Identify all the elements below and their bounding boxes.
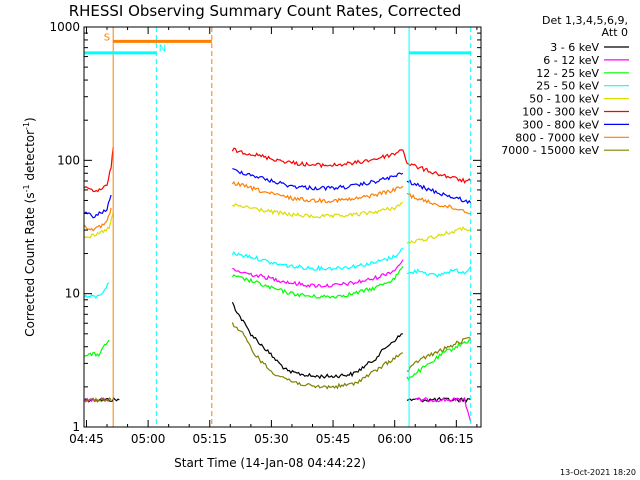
series-line-2-seg-1	[231, 266, 404, 299]
series-line-5-seg-2	[406, 162, 472, 184]
footer-timestamp: 13-Oct-2021 18:20	[560, 468, 636, 477]
series-line-4-seg-2	[406, 225, 471, 244]
x-tick-label-3: 05:30	[254, 432, 289, 446]
series-line-1-seg-2	[415, 396, 472, 422]
y-tick-label-2: 100	[57, 153, 80, 167]
series-line-4-seg-0	[83, 213, 114, 239]
legend-entry-6: 300 - 800 keV	[522, 118, 599, 131]
series-line-8-seg-2	[406, 336, 472, 372]
series-line-0-seg-2	[406, 396, 472, 403]
series-line-8-seg-1	[231, 322, 404, 390]
x-tick-label-5: 06:00	[377, 432, 412, 446]
series-line-7-seg-0	[83, 207, 112, 232]
series-line-6-seg-1	[232, 168, 404, 192]
axes: 04:45 05:00 05:15 05:30 05:45 06:00 06:15 1 10 10…	[49, 20, 482, 446]
x-axis-label: Start Time (14-Jan-08 04:44:22)	[174, 456, 366, 470]
annotation-label-1: N	[159, 44, 166, 55]
y-axis-label: Corrected Count Rate (s-1 detector-1)	[22, 117, 37, 336]
series-line-3-seg-0	[83, 282, 110, 300]
series-line-0-seg-1	[231, 301, 403, 380]
legend-entry-5: 100 - 300 keV	[522, 106, 599, 119]
series-line-8-seg-0	[83, 396, 112, 403]
x-tick-label-6: 06:15	[439, 432, 474, 446]
series-line-7-seg-2	[406, 192, 471, 215]
legend-entry-8: 7000 - 15000 keV	[501, 144, 599, 157]
legend-entry-0: 3 - 6 keV	[550, 41, 599, 54]
legend-entry-3: 25 - 50 keV	[536, 80, 599, 93]
legend-header-0: Det 1,3,4,5,6,9,	[542, 14, 628, 27]
series-line-2-seg-2	[406, 339, 471, 381]
x-tick-label-4: 05:45	[316, 432, 351, 446]
chart-title: RHESSI Observing Summary Count Rates, Co…	[69, 2, 462, 20]
series-line-3-seg-1	[231, 247, 404, 272]
series-line-7-seg-1	[231, 180, 404, 204]
series-line-6-seg-2	[406, 179, 472, 205]
plot-area: SN	[83, 27, 472, 427]
legend-entry-2: 12 - 25 keV	[536, 67, 599, 80]
x-tick-label-0: 04:45	[69, 432, 104, 446]
plot-frame	[83, 26, 482, 428]
series-line-0-seg-0	[83, 397, 120, 403]
series-line-5-seg-0	[84, 147, 114, 193]
series-line-6-seg-0	[84, 194, 112, 219]
x-tick-label-2: 05:15	[192, 432, 227, 446]
y-tick-label-1: 10	[65, 287, 80, 301]
legend-entry-7: 800 - 7000 keV	[515, 131, 599, 144]
series-line-2-seg-0	[84, 339, 110, 358]
series-line-5-seg-1	[231, 147, 408, 169]
legend-entry-1: 6 - 12 keV	[543, 54, 599, 67]
series-line-3-seg-2	[406, 266, 472, 278]
y-tick-label-0: 1	[72, 420, 80, 434]
legend-entry-4: 50 - 100 keV	[529, 93, 599, 106]
series-line-1-seg-1	[232, 259, 404, 288]
x-tick-label-1: 05:00	[131, 432, 166, 446]
y-tick-label-3: 1000	[49, 20, 80, 34]
series-line-4-seg-1	[231, 202, 403, 219]
annotation-label-0: S	[104, 33, 110, 44]
legend-header-1: Att 0	[602, 26, 628, 39]
